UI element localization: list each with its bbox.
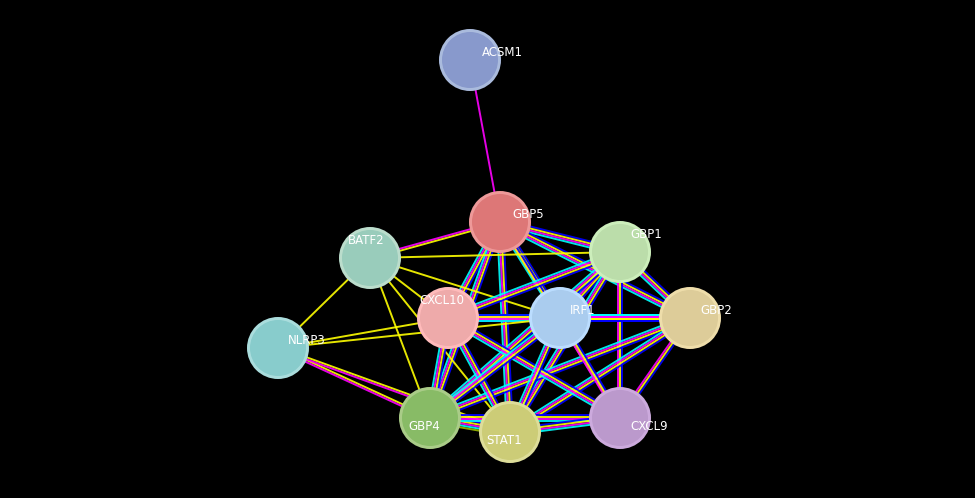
Circle shape	[247, 317, 309, 379]
Circle shape	[529, 287, 591, 349]
Circle shape	[339, 227, 401, 289]
Text: GBP1: GBP1	[630, 228, 662, 241]
Circle shape	[417, 287, 479, 349]
Circle shape	[589, 387, 651, 449]
Circle shape	[439, 29, 501, 91]
Text: IRF1: IRF1	[570, 303, 596, 317]
Circle shape	[342, 230, 398, 286]
Text: GBP4: GBP4	[409, 419, 440, 432]
Circle shape	[532, 290, 588, 346]
Circle shape	[659, 287, 721, 349]
Text: ACSM1: ACSM1	[482, 45, 523, 58]
Circle shape	[662, 290, 718, 346]
Circle shape	[402, 390, 458, 446]
Text: GBP5: GBP5	[512, 208, 544, 221]
Circle shape	[399, 387, 461, 449]
Text: CXCL10: CXCL10	[419, 293, 464, 306]
Circle shape	[472, 194, 528, 250]
Circle shape	[479, 401, 541, 463]
Circle shape	[592, 390, 648, 446]
Circle shape	[482, 404, 538, 460]
Text: STAT1: STAT1	[487, 433, 522, 447]
Text: BATF2: BATF2	[348, 234, 384, 247]
Circle shape	[469, 191, 531, 253]
Text: NLRP3: NLRP3	[288, 334, 326, 347]
Text: GBP2: GBP2	[700, 303, 732, 317]
Text: CXCL9: CXCL9	[630, 419, 668, 432]
Circle shape	[250, 320, 306, 376]
Circle shape	[589, 221, 651, 283]
Circle shape	[442, 32, 498, 88]
Circle shape	[420, 290, 476, 346]
Circle shape	[592, 224, 648, 280]
